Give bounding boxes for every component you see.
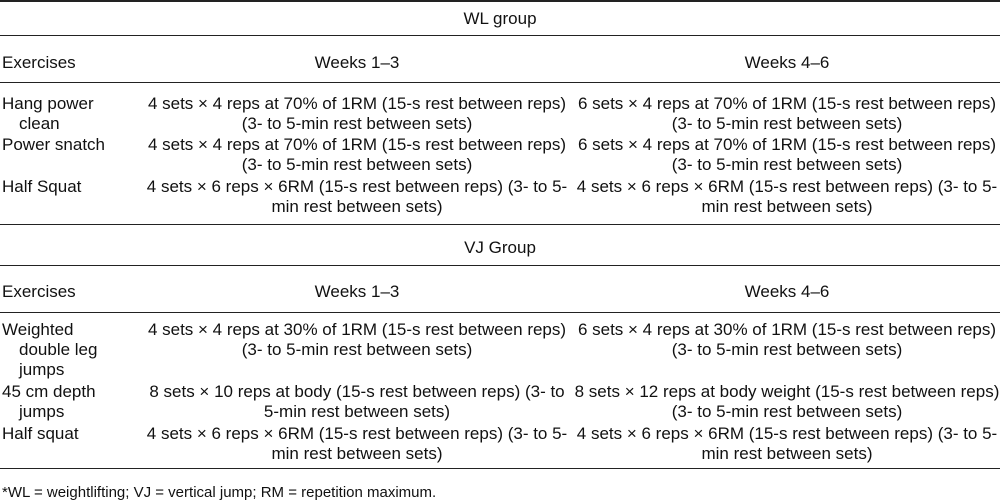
wl-row-1-exercise: Hang power clean: [2, 94, 142, 134]
exercise-name-line: jumps: [19, 402, 65, 421]
vj-header-exercises: Exercises: [2, 282, 76, 301]
wl-row-1-weeks-4-6: 6 sets × 4 reps at 70% of 1RM (15-s rest…: [577, 94, 997, 133]
wl-row-2-weeks-4-6: 6 sets × 4 reps at 70% of 1RM (15-s rest…: [577, 135, 997, 174]
wl-header-weeks-4-6: Weeks 4–6: [744, 53, 830, 72]
wl-header-weeks-1-3: Weeks 1–3: [314, 53, 400, 72]
table-footnote: *WL = weightlifting; VJ = vertical jump;…: [2, 484, 437, 501]
vj-row-1-exercise: Weighted double leg jumps: [2, 320, 142, 380]
vj-row-2-exercise: 45 cm depth jumps: [2, 382, 142, 422]
vj-row-2-weeks-4-6: 8 sets × 12 reps at body weight (15-s re…: [574, 382, 1000, 421]
vj-header-weeks-4-6: Weeks 4–6: [744, 282, 830, 301]
exercise-name-line: Weighted: [2, 320, 74, 339]
wl-row-3-weeks-4-6: 4 sets × 6 reps × 6RM (15-s rest between…: [576, 177, 998, 216]
exercise-name-line: Half Squat: [2, 177, 82, 196]
vj-row-2-weeks-1-3: 8 sets × 10 reps at body (15-s rest betw…: [149, 382, 565, 421]
vj-header-weeks-1-3: Weeks 1–3: [314, 282, 400, 301]
exercise-name-line: jumps: [19, 360, 65, 379]
exercise-name-line: Power snatch: [2, 135, 105, 154]
vj-row-1-weeks-1-3: 4 sets × 4 reps at 30% of 1RM (15-s rest…: [147, 320, 567, 359]
exercise-name-line: double leg: [19, 340, 98, 359]
wl-row-1-weeks-1-3: 4 sets × 4 reps at 70% of 1RM (15-s rest…: [147, 94, 567, 133]
wl-header-exercises: Exercises: [2, 53, 76, 72]
wl-section-title: WL group: [463, 9, 537, 28]
vj-title-rule: [0, 265, 1000, 266]
vj-section-title: VJ Group: [464, 238, 536, 257]
wl-section-bottom-rule: [0, 224, 1000, 225]
table-top-rule: [0, 0, 1000, 2]
vj-row-1-weeks-4-6: 6 sets × 4 reps at 30% of 1RM (15-s rest…: [577, 320, 997, 359]
wl-header-rule: [0, 82, 1000, 83]
exercise-name-line: Hang power: [2, 94, 94, 113]
exercise-name-line: 45 cm depth: [2, 382, 96, 401]
vj-row-3-weeks-4-6: 4 sets × 6 reps × 6RM (15-s rest between…: [576, 424, 998, 463]
vj-row-3-weeks-1-3: 4 sets × 6 reps × 6RM (15-s rest between…: [146, 424, 568, 463]
wl-row-2-weeks-1-3: 4 sets × 4 reps at 70% of 1RM (15-s rest…: [147, 135, 567, 174]
vj-row-3-exercise: Half squat: [2, 424, 142, 444]
wl-title-rule: [0, 35, 1000, 36]
wl-row-3-weeks-1-3: 4 sets × 6 reps × 6RM (15-s rest between…: [146, 177, 568, 216]
exercise-name-line: Half squat: [2, 424, 79, 443]
vj-header-rule: [0, 312, 1000, 313]
wl-row-3-exercise: Half Squat: [2, 177, 142, 197]
table-bottom-rule: [0, 468, 1000, 469]
exercise-name-line: clean: [19, 114, 60, 133]
wl-row-2-exercise: Power snatch: [2, 135, 142, 155]
